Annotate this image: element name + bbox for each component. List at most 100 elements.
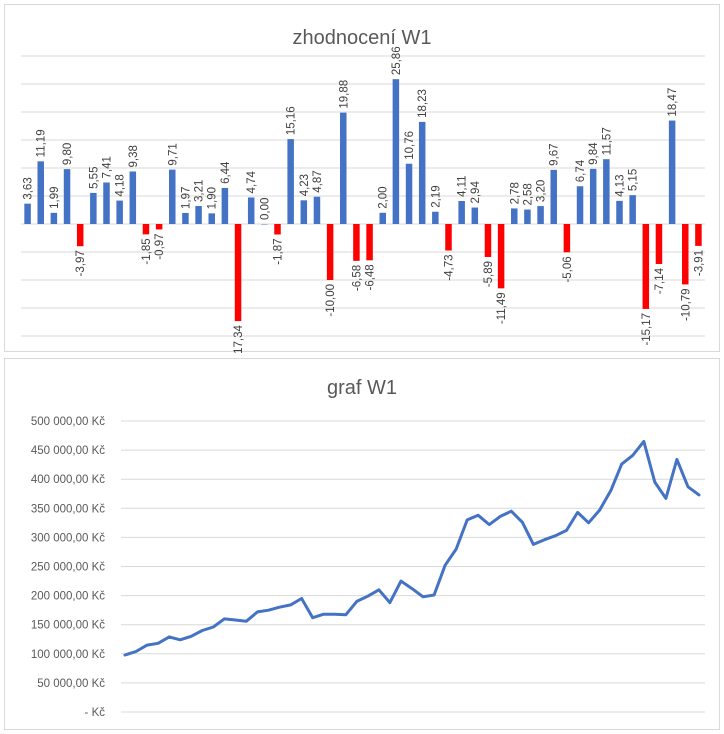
bar-data-label: 5,55: [88, 167, 100, 189]
bar-data-label: -11,49: [496, 292, 508, 324]
bar-data-label: -3,97: [75, 250, 87, 276]
bar-data-label: -1,87: [273, 238, 285, 264]
bar: [642, 224, 650, 309]
bar-data-label: 9,84: [588, 142, 600, 165]
bar-data-label: 2,78: [509, 182, 521, 204]
y-tick-label: 300 000,00 Kč: [31, 532, 105, 544]
bar: [326, 224, 334, 280]
bar: [340, 112, 347, 224]
bar: [655, 224, 663, 264]
bar: [445, 224, 452, 251]
line-chart-panel: graf W1 - Kč 50 000,00 Kč 100 000,00 Kč 150…: [4, 358, 720, 730]
bar: [550, 169, 557, 224]
bar-data-label: 18,23: [417, 89, 429, 118]
bar-data-label: 4,87: [312, 170, 324, 192]
bar: [418, 121, 426, 224]
bar: [116, 200, 123, 224]
bar: [366, 224, 373, 261]
bar-data-label: -6,48: [365, 264, 377, 290]
bar: [182, 212, 189, 224]
bar-data-label: -10,00: [325, 284, 337, 317]
bar-data-label: 3,21: [194, 180, 206, 202]
bar: [208, 213, 215, 224]
bar: [90, 192, 97, 224]
bar: [432, 211, 439, 224]
bar-data-label: 9,80: [62, 143, 74, 165]
bar-chart-title: zhodnocení W1: [292, 27, 432, 49]
bar-data-label: 6,74: [575, 159, 587, 182]
bar: [24, 203, 31, 224]
bar: [155, 224, 163, 230]
series-line: [123, 439, 701, 657]
bar: [50, 212, 58, 224]
bar: [313, 196, 321, 224]
y-tick-label: 100 000,00 Kč: [31, 649, 105, 661]
bar-data-label: -1,85: [141, 238, 153, 264]
bar-data-label: 4,23: [299, 174, 311, 196]
bar-data-label: 2,19: [430, 185, 442, 207]
bar: [142, 224, 150, 235]
bar: [37, 161, 44, 224]
bar: [471, 207, 479, 224]
bar-data-label: 4,74: [246, 170, 258, 193]
bar: [221, 187, 229, 224]
bar-data-label: 7,41: [102, 156, 114, 178]
bar-data-label: 1,97: [180, 187, 192, 209]
bar: [603, 159, 610, 224]
bar: [234, 224, 242, 322]
bar-data-label: -4,73: [444, 254, 456, 280]
bar-data-label: 18,47: [667, 88, 679, 117]
bar-data-label: -0,97: [154, 233, 166, 259]
bar-data-label: 11,57: [601, 127, 613, 155]
bar-data-label: 25,86: [391, 46, 403, 75]
bar: [287, 139, 294, 224]
bar-data-label: 3,63: [23, 177, 35, 199]
bar-data-label: 4,18: [115, 174, 127, 196]
bar-data-label: 0,00: [259, 198, 271, 220]
bar: [524, 209, 531, 224]
bar: [63, 169, 71, 224]
bar-data-label: 9,71: [167, 143, 179, 165]
bar-data-label: -5,89: [483, 261, 495, 287]
bar: [261, 224, 268, 225]
bar-data-label: -3,91: [693, 250, 705, 276]
bar: [247, 197, 255, 224]
bar: [576, 186, 584, 224]
bar: [616, 200, 623, 224]
bar: [392, 79, 400, 225]
bar-data-label: 1,90: [207, 187, 219, 209]
y-tick-label: 350 000,00 Kč: [31, 503, 105, 515]
bar: [103, 182, 110, 224]
bar-data-label: -15,17: [641, 313, 653, 346]
y-tick-label: 400 000,00 Kč: [31, 474, 105, 486]
bar-data-label: 2,58: [522, 183, 534, 205]
bar-data-label: 6,44: [220, 161, 232, 184]
y-tick-label: 450 000,00 Kč: [31, 445, 105, 457]
y-tick-label: 200 000,00 Kč: [31, 591, 105, 603]
bar-data-label: 15,16: [286, 106, 298, 135]
bar: [169, 169, 176, 224]
y-tick-label: 150 000,00 Kč: [31, 620, 105, 632]
bar: [629, 195, 636, 224]
bar-data-label: 11,19: [36, 129, 48, 157]
bar-data-label: 9,38: [128, 145, 140, 167]
bar: [497, 224, 505, 289]
y-tick-label: 500 000,00 Kč: [31, 416, 105, 428]
bar-data-label: 5,15: [628, 169, 640, 191]
bar: [563, 224, 571, 253]
bar-chart-svg: 3,63 11,19 1,99 9,80 -3,97 5,55 7,414,189,38 -1…: [21, 46, 705, 353]
bar: [379, 212, 386, 224]
bar: [129, 171, 137, 224]
bar: [274, 224, 281, 235]
bar: [195, 206, 202, 224]
bar-data-label: -5,06: [562, 256, 574, 282]
bar: [405, 163, 413, 224]
y-tick-label: 50 000,00 Kč: [37, 678, 105, 690]
bar: [484, 224, 492, 257]
bar-chart-panel: zhodnocení W1 3,63 11,19 1,99 9,80 -3,97 5,55…: [4, 4, 720, 353]
bar: [458, 200, 465, 224]
bar: [76, 224, 84, 247]
bar-data-label: 10,76: [404, 131, 416, 160]
y-tick-label: - Kč: [85, 707, 106, 719]
bar-data-label: 1,99: [49, 186, 61, 208]
